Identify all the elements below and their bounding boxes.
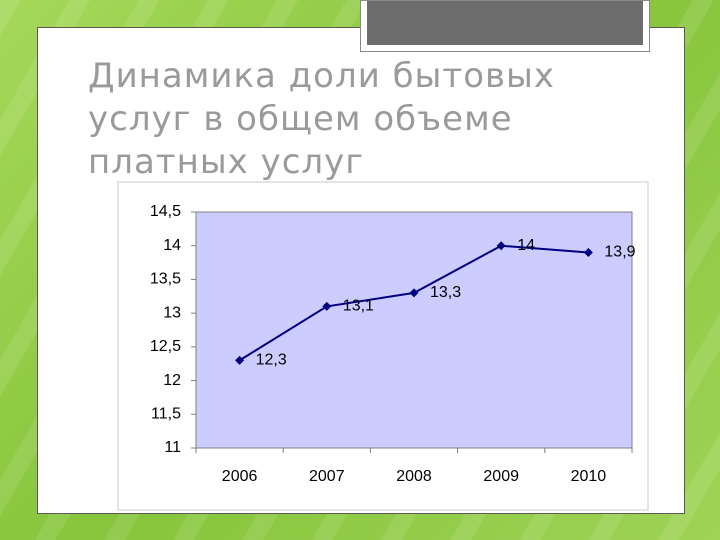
- x-tick-label: 2007: [309, 468, 345, 485]
- slide-title: Динамика доли бытовых услуг в общем объем…: [88, 55, 555, 184]
- data-point: [322, 301, 332, 311]
- title-line: Динамика доли бытовых: [88, 56, 556, 96]
- x-tick-label: 2009: [483, 468, 519, 485]
- title-line: услуг в общем объеме: [88, 99, 513, 139]
- y-tick-label: 11: [164, 439, 181, 456]
- y-tick-label: 14: [163, 237, 181, 254]
- data-point: [235, 355, 245, 365]
- header-tab: [360, 0, 650, 52]
- y-tick-label: 13,5: [150, 271, 181, 288]
- data-point: [583, 247, 593, 257]
- data-point: [409, 288, 419, 298]
- data-label: 12,3: [256, 352, 287, 369]
- x-tick-label: 2010: [571, 468, 607, 485]
- plot-area: [195, 211, 633, 449]
- y-tick-label: 13: [163, 304, 181, 321]
- y-tick-label: 14,5: [150, 203, 181, 220]
- x-tick-label: 2006: [222, 468, 258, 485]
- data-label: 13,3: [430, 284, 461, 301]
- y-tick-label: 12,5: [150, 338, 181, 355]
- data-label: 14: [517, 237, 535, 254]
- y-tick-label: 12: [163, 372, 181, 389]
- data-point: [496, 241, 506, 251]
- data-label: 13,1: [343, 298, 374, 315]
- header-tab-fill: [367, 1, 643, 45]
- data-label: 13,9: [604, 244, 635, 261]
- title-line: платных услуг: [88, 142, 365, 182]
- x-tick-label: 2008: [396, 468, 432, 485]
- y-tick-label: 11,5: [151, 406, 181, 423]
